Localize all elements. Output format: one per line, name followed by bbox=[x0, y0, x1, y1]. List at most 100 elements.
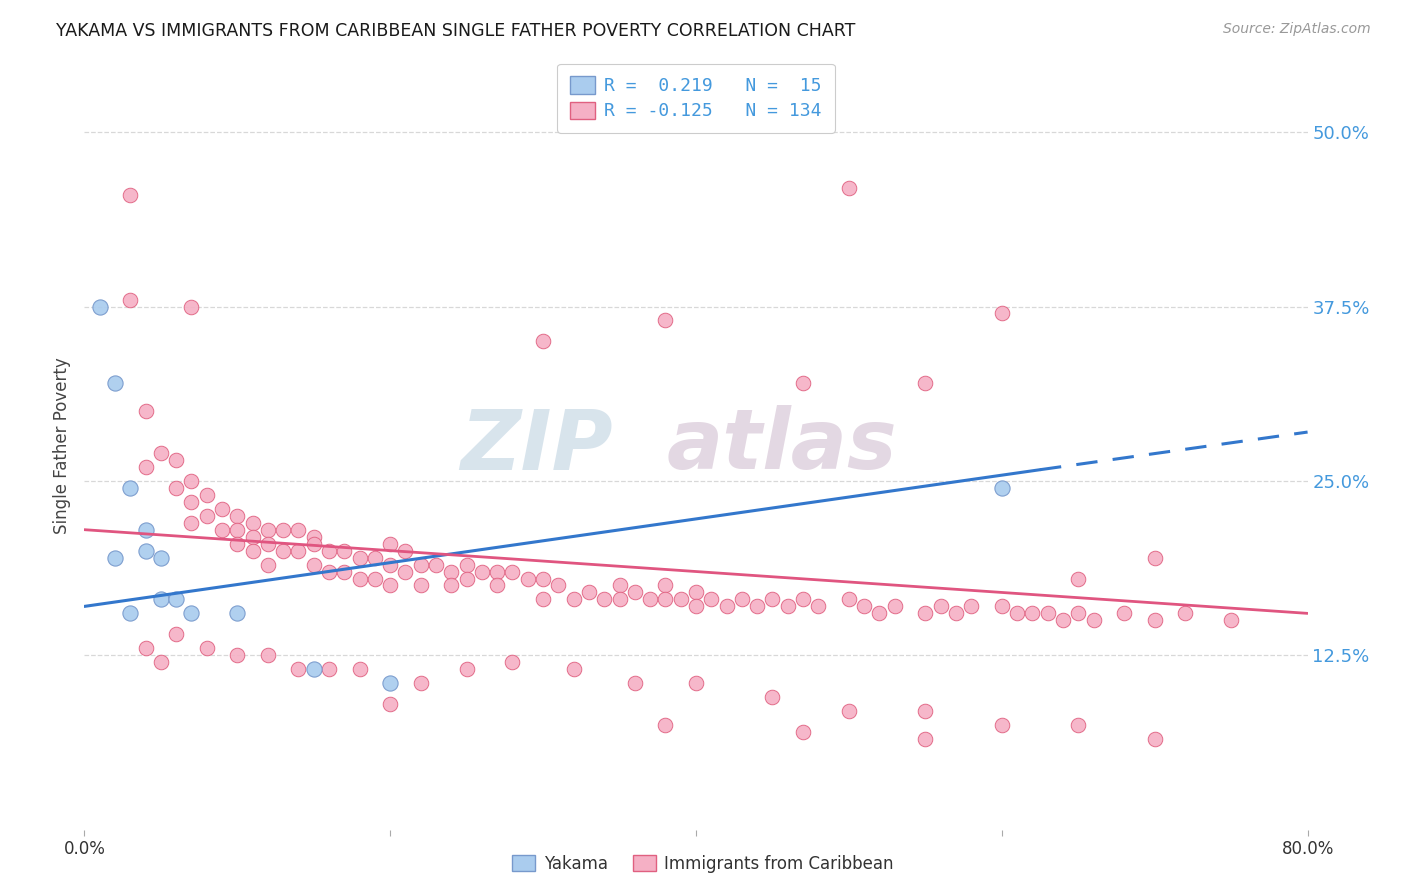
Point bbox=[1174, 607, 1197, 621]
Point bbox=[1083, 613, 1105, 627]
Point bbox=[242, 530, 264, 544]
Y-axis label: Single Father Poverty: Single Father Poverty bbox=[53, 358, 72, 534]
Point bbox=[149, 550, 172, 565]
Point bbox=[409, 676, 432, 690]
Point bbox=[180, 607, 202, 621]
Point bbox=[242, 516, 264, 530]
Point bbox=[792, 592, 814, 607]
Point bbox=[349, 572, 371, 586]
Point bbox=[638, 592, 661, 607]
Point bbox=[302, 530, 325, 544]
Point bbox=[409, 578, 432, 592]
Point bbox=[287, 543, 309, 558]
Point bbox=[349, 662, 371, 676]
Point bbox=[685, 676, 707, 690]
Point bbox=[257, 536, 280, 550]
Point bbox=[562, 662, 585, 676]
Point bbox=[914, 607, 936, 621]
Point bbox=[364, 550, 387, 565]
Point bbox=[471, 565, 494, 579]
Point bbox=[364, 572, 387, 586]
Point bbox=[287, 662, 309, 676]
Point bbox=[609, 592, 631, 607]
Point bbox=[960, 599, 983, 614]
Point bbox=[654, 313, 676, 327]
Point bbox=[226, 648, 249, 663]
Point bbox=[318, 662, 340, 676]
Point bbox=[1067, 718, 1090, 732]
Point bbox=[149, 655, 172, 669]
Point bbox=[531, 572, 554, 586]
Point bbox=[120, 188, 142, 202]
Point bbox=[257, 558, 280, 572]
Point bbox=[149, 446, 172, 460]
Point bbox=[914, 376, 936, 391]
Point bbox=[486, 578, 509, 592]
Point bbox=[271, 543, 294, 558]
Point bbox=[135, 641, 157, 656]
Point bbox=[1067, 572, 1090, 586]
Point bbox=[929, 599, 952, 614]
Point bbox=[120, 607, 142, 621]
Point bbox=[1005, 607, 1028, 621]
Point bbox=[654, 718, 676, 732]
Point bbox=[180, 495, 202, 509]
Point bbox=[195, 508, 218, 523]
Point bbox=[914, 731, 936, 746]
Point bbox=[914, 704, 936, 718]
Point bbox=[257, 523, 280, 537]
Point bbox=[991, 306, 1014, 320]
Point bbox=[624, 676, 647, 690]
Point bbox=[654, 592, 676, 607]
Point bbox=[318, 543, 340, 558]
Point bbox=[883, 599, 905, 614]
Point bbox=[135, 543, 157, 558]
Point bbox=[195, 641, 218, 656]
Point bbox=[394, 543, 416, 558]
Point bbox=[869, 607, 891, 621]
Point bbox=[531, 592, 554, 607]
Text: YAKAMA VS IMMIGRANTS FROM CARIBBEAN SINGLE FATHER POVERTY CORRELATION CHART: YAKAMA VS IMMIGRANTS FROM CARIBBEAN SING… bbox=[56, 22, 856, 40]
Point bbox=[333, 543, 356, 558]
Point bbox=[502, 565, 524, 579]
Point bbox=[195, 488, 218, 502]
Point bbox=[578, 585, 600, 599]
Point bbox=[685, 585, 707, 599]
Point bbox=[456, 558, 478, 572]
Point bbox=[180, 516, 202, 530]
Point bbox=[149, 592, 172, 607]
Point bbox=[593, 592, 616, 607]
Point bbox=[135, 404, 157, 418]
Point bbox=[104, 376, 127, 391]
Point bbox=[853, 599, 876, 614]
Point bbox=[211, 523, 233, 537]
Point bbox=[807, 599, 830, 614]
Point bbox=[271, 523, 294, 537]
Text: ZIP: ZIP bbox=[461, 406, 613, 486]
Point bbox=[380, 558, 402, 572]
Point bbox=[257, 648, 280, 663]
Point bbox=[409, 558, 432, 572]
Point bbox=[380, 536, 402, 550]
Point bbox=[135, 459, 157, 474]
Point bbox=[380, 578, 402, 592]
Point bbox=[1143, 731, 1166, 746]
Point bbox=[731, 592, 754, 607]
Point bbox=[761, 690, 783, 704]
Point bbox=[609, 578, 631, 592]
Point bbox=[1021, 607, 1043, 621]
Point bbox=[226, 523, 249, 537]
Point bbox=[945, 607, 967, 621]
Point bbox=[792, 725, 814, 739]
Point bbox=[104, 550, 127, 565]
Point bbox=[502, 655, 524, 669]
Point bbox=[349, 550, 371, 565]
Legend: R =  0.219   N =  15, R = -0.125   N = 134: R = 0.219 N = 15, R = -0.125 N = 134 bbox=[557, 64, 835, 133]
Point bbox=[226, 508, 249, 523]
Point bbox=[120, 293, 142, 307]
Point bbox=[165, 453, 187, 467]
Legend: Yakama, Immigrants from Caribbean: Yakama, Immigrants from Caribbean bbox=[505, 848, 901, 880]
Point bbox=[165, 592, 187, 607]
Point bbox=[486, 565, 509, 579]
Point bbox=[394, 565, 416, 579]
